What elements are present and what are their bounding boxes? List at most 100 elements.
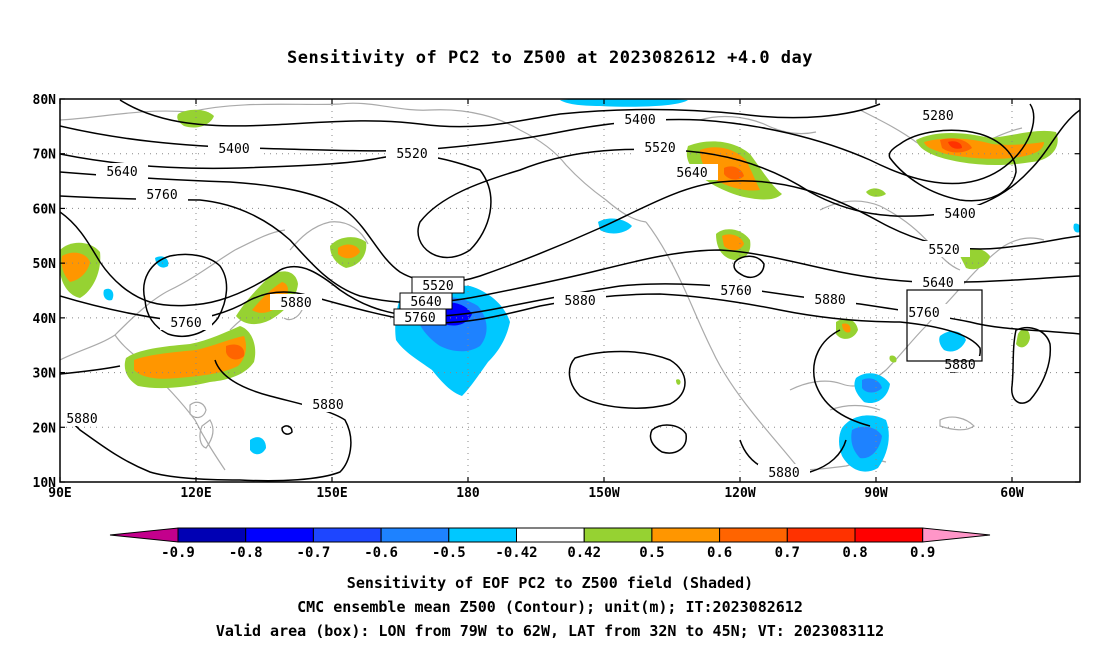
svg-text:5880: 5880 [280,296,311,311]
shade-blue-westpac [250,437,266,455]
contour-label: 5280 [912,107,964,124]
contour-label: 5880 [758,464,810,481]
shade-pos-hudson [866,188,886,197]
lon-tick-label: 120E [180,486,211,501]
lon-tick-label: 60W [1000,486,1024,501]
shade-pos-westsib-core [61,252,90,282]
contour-label: 5760 [393,308,447,326]
coastlines [60,102,1045,471]
lat-tick-label: 70N [33,148,57,163]
lon-tick-label: 120W [724,486,755,501]
colorbar-label: -0.6 [364,545,398,561]
colorbar-high-arrow [922,527,991,543]
contour-label: 5880 [934,356,986,373]
svg-text:5760: 5760 [720,284,751,299]
lon-tick-label: 150E [316,486,347,501]
svg-text:5280: 5280 [922,109,953,124]
shade-pos-small-1 [889,355,897,363]
lon-tick-label: 150W [588,486,619,501]
contour-label: 5760 [160,314,212,331]
colorbar-swatch [312,527,382,543]
colorbar-label: -0.5 [432,545,466,561]
lat-tick-label: 40N [33,312,57,327]
chart-title: Sensitivity of PC2 to Z500 at 2023082612… [286,48,813,68]
lat-tick-label: 20N [33,421,57,436]
svg-text:5520: 5520 [396,147,427,162]
shade-pos-alaska-max [724,166,744,180]
caption-shaded: Sensitivity of EOF PC2 to Z500 field (Sh… [346,574,754,592]
svg-text:5400: 5400 [944,207,975,222]
shade-blue-arctic [560,99,688,107]
contour-label: 5400 [208,140,260,157]
contour-label: 5640 [96,163,148,180]
contour-label: 5760 [136,186,188,203]
svg-text:5760: 5760 [404,311,435,326]
colorbar-label: 0.8 [842,545,867,561]
lon-tick-label: 180 [456,486,480,501]
lat-tick-label: 60N [33,202,57,217]
contour-label: 5520 [634,139,686,156]
colorbar-label: 0.7 [775,545,800,561]
svg-text:5520: 5520 [422,279,453,294]
contour-label: 5880 [270,294,322,311]
svg-text:5880: 5880 [944,358,975,373]
lon-tick-label: 90E [48,486,71,501]
svg-text:5400: 5400 [218,142,249,157]
contour-label: 5640 [912,274,964,291]
colorbar-swatch [516,527,585,543]
lat-tick-label: 50N [33,257,57,272]
contour-label: 5880 [60,410,108,427]
contour-label: 5880 [302,396,354,413]
colorbar-swatch [245,527,314,543]
lat-tick-label: 10N [33,476,57,491]
shade-blue-pacific [598,218,632,234]
contour-label: 5520 [386,145,438,162]
svg-text:5880: 5880 [312,398,343,413]
contour-label: 5880 [804,291,856,308]
svg-text:5880: 5880 [768,466,799,481]
shade-pos-small-2 [676,379,681,385]
colorbar-label: -0.8 [229,545,263,561]
colorbar-swatch [854,527,924,543]
colorbar-low-arrow [109,527,179,543]
contour-label: 5400 [934,205,986,222]
colorbar-label: 0.6 [707,545,732,561]
contour-labels: 5400 5520 5640 5760 5400 5520 5640 5280 … [60,107,986,481]
valid-area-box [906,289,983,362]
lon-tick-label: 90W [864,486,888,501]
svg-text:5880: 5880 [66,412,97,427]
shade-pos-bc-core [722,234,744,251]
colorbar-label: -0.9 [161,545,195,561]
svg-text:5640: 5640 [922,276,953,291]
shade-pos-greenland-peak [948,141,962,149]
shade-pos-china-core [134,336,246,379]
map-frame [59,98,1081,483]
shade-pos-kamchatka-core [338,244,360,259]
axis-ticks [59,98,1080,483]
colorbar-swatch [719,527,788,543]
svg-text:5400: 5400 [624,113,655,128]
lat-tick-label: 80N [33,93,57,108]
shade-blue-asia [155,256,169,268]
shade-blue-asia-2 [103,288,114,301]
svg-text:5760: 5760 [170,316,201,331]
contour-label: 5640 [399,292,453,310]
colorbar-swatch [651,527,721,543]
colorbar: -0.9 -0.8 -0.7 -0.6 -0.5 -0.42 0.42 0.5 0.6 0.7 0.… [109,527,991,561]
shade-pos-midus-core [842,323,851,333]
colorbar-swatch [380,527,450,543]
shade-pos-atlantic [1016,329,1030,348]
colorbar-swatch [177,527,247,543]
colorbar-swatch [448,527,517,543]
svg-text:5520: 5520 [644,141,675,156]
svg-text:5880: 5880 [564,294,595,309]
shade-blue-east [1073,223,1080,233]
colorbar-label: 0.9 [910,545,935,561]
svg-text:5520: 5520 [928,243,959,258]
contour-label: 5520 [411,276,465,294]
colorbar-label: -0.42 [495,545,537,561]
colorbar-swatch [786,527,856,543]
colorbar-label: 0.42 [567,545,601,561]
contour-label: 5520 [918,241,970,258]
